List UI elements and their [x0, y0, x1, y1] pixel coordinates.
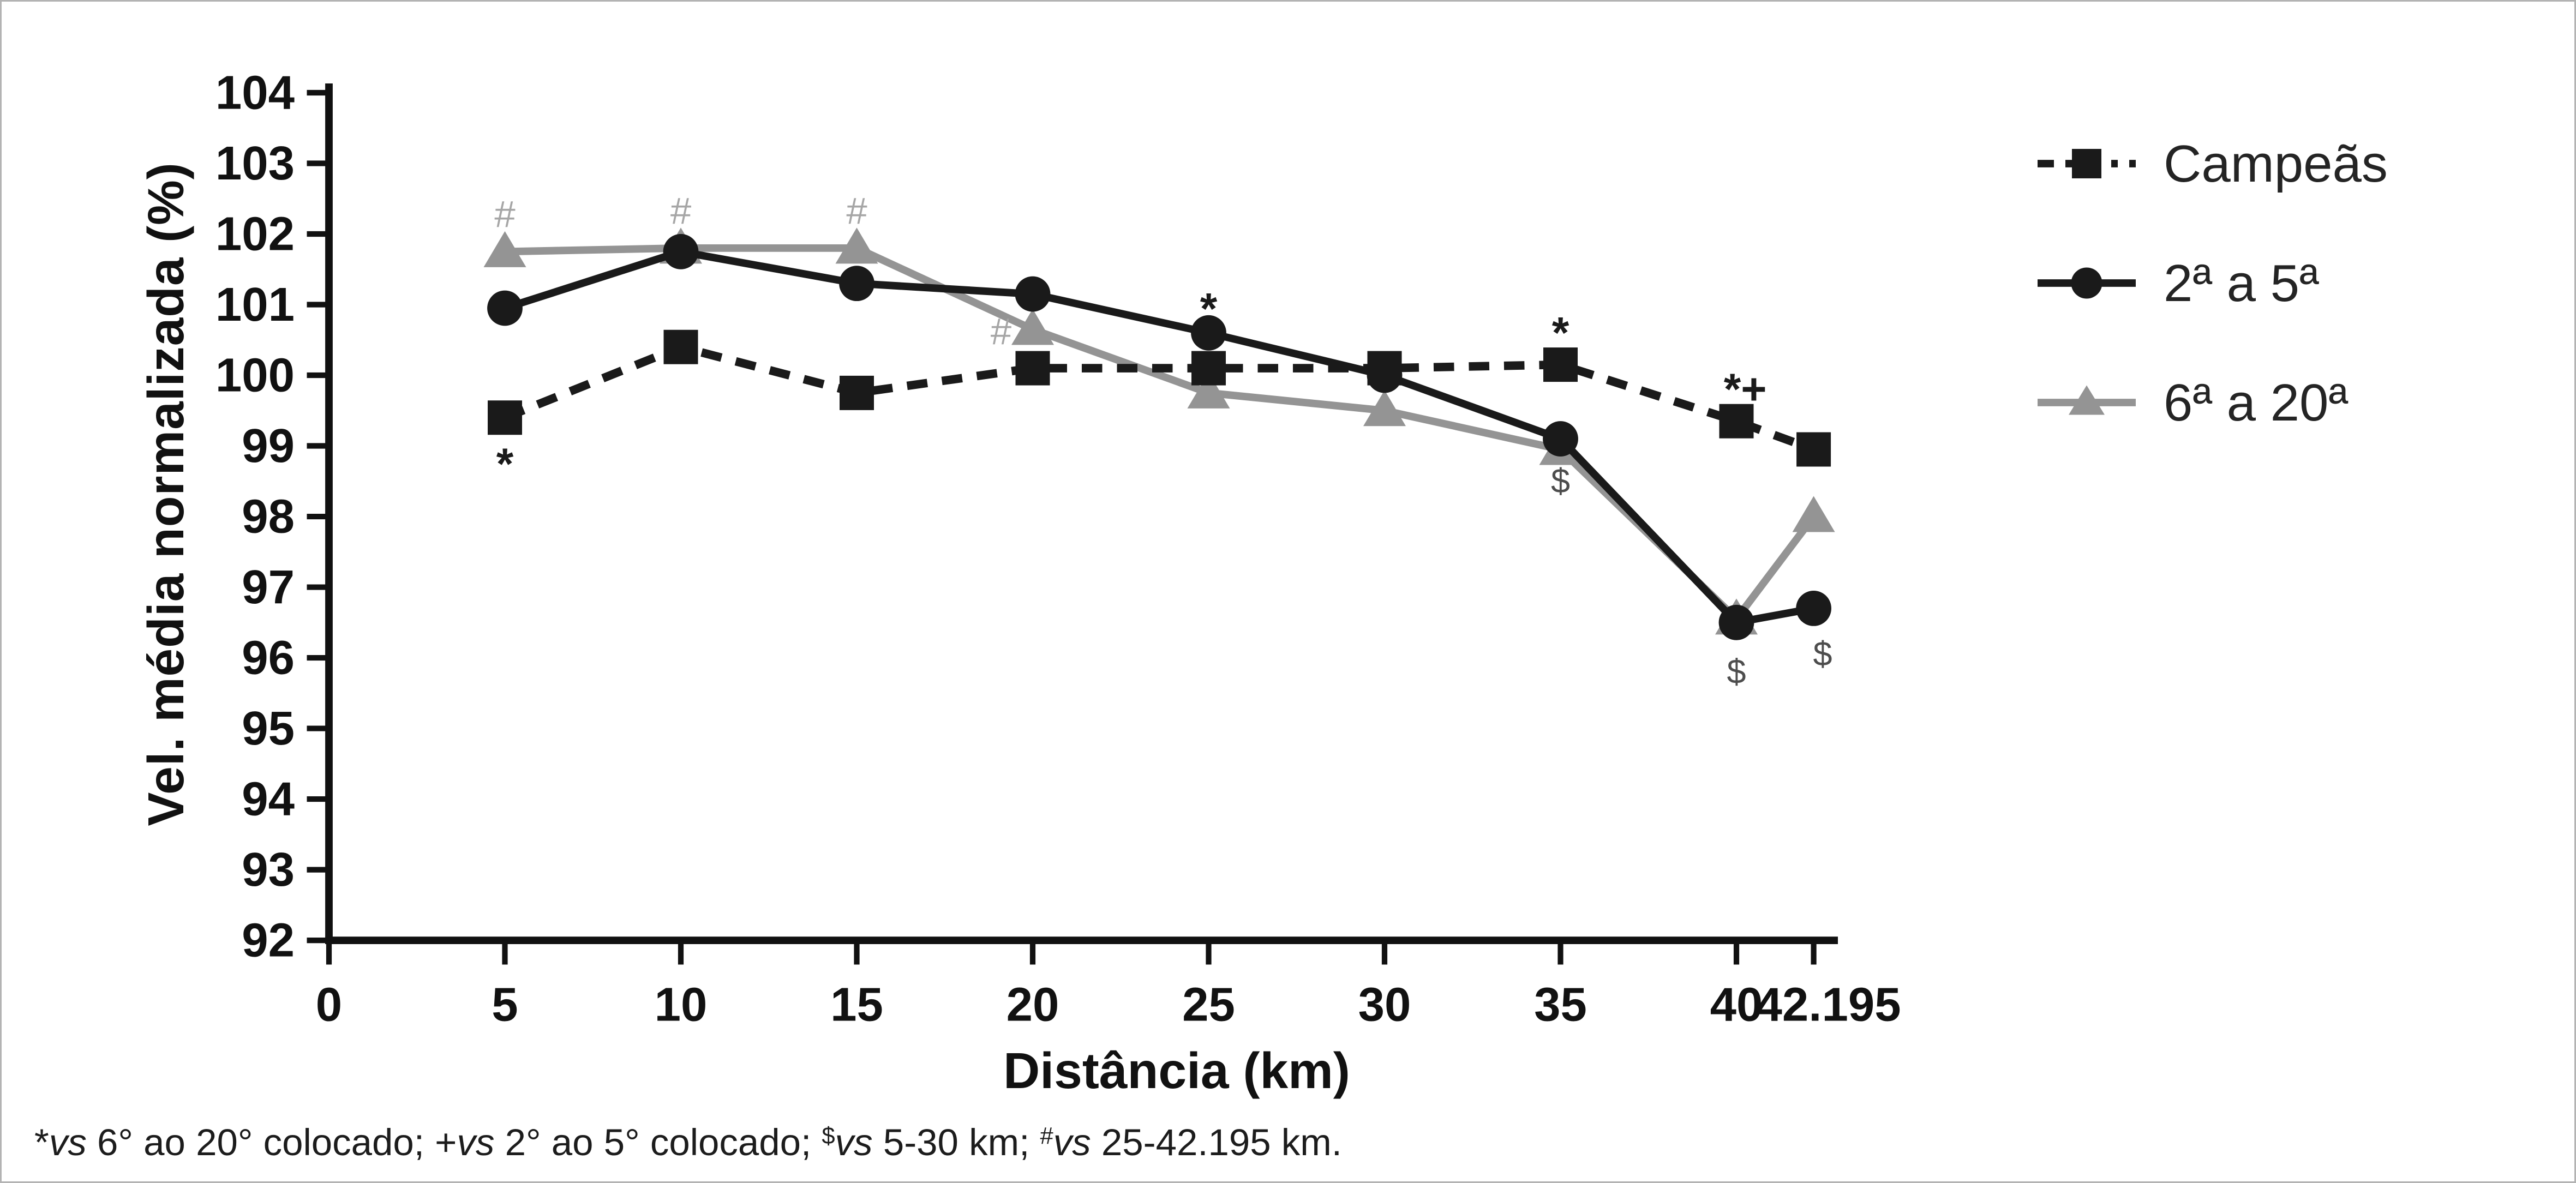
svg-text:93: 93	[242, 843, 295, 896]
svg-text:25: 25	[1182, 978, 1235, 1031]
svg-text:*: *	[1200, 284, 1218, 333]
svg-text:95: 95	[242, 702, 295, 755]
footnote: *vs 6° ao 20° colocado; +vs 2° ao 5° col…	[34, 1121, 1342, 1163]
legend-item-6a-20a: 6ª a 20ª	[2036, 370, 2388, 435]
legend-item-campeas: Campeãs	[2036, 131, 2388, 196]
svg-text:$: $	[1813, 635, 1832, 674]
svg-text:$: $	[1727, 653, 1746, 691]
legend-swatch-circle-icon	[2038, 267, 2136, 299]
svg-text:103: 103	[215, 137, 295, 190]
svg-text:104: 104	[215, 66, 295, 119]
svg-text:10: 10	[655, 978, 708, 1031]
svg-text:5: 5	[492, 978, 518, 1031]
svg-text:94: 94	[242, 773, 295, 826]
legend-swatch-triangle-icon	[2038, 385, 2136, 415]
svg-text:#: #	[494, 193, 516, 235]
svg-text:$: $	[1551, 462, 1570, 500]
legend-label-6a-20a: 6ª a 20ª	[2164, 372, 2348, 431]
svg-text:*: *	[496, 440, 514, 489]
legend-swatch-square-icon	[2038, 149, 2136, 178]
svg-text:92: 92	[242, 914, 295, 967]
legend-item-2a-5a: 2ª a 5ª	[2036, 250, 2388, 316]
svg-text:*: *	[1552, 308, 1569, 357]
svg-text:96: 96	[242, 632, 295, 684]
svg-text:98: 98	[242, 490, 295, 543]
svg-text:#: #	[670, 190, 692, 232]
svg-text:#: #	[846, 190, 867, 232]
legend-label-2a-5a: 2ª a 5ª	[2164, 253, 2319, 312]
svg-text:*+: *+	[1724, 365, 1767, 414]
svg-text:0: 0	[316, 978, 342, 1031]
svg-text:#: #	[991, 310, 1012, 352]
legend: Campeãs 2ª a 5ª 6ª a 20ª	[2036, 131, 2388, 435]
svg-text:100: 100	[215, 349, 295, 402]
svg-text:101: 101	[215, 278, 295, 331]
svg-text:99: 99	[242, 419, 295, 472]
svg-text:97: 97	[242, 561, 295, 614]
svg-text:35: 35	[1534, 978, 1587, 1031]
svg-text:20: 20	[1007, 978, 1059, 1031]
legend-label-campeas: Campeãs	[2164, 133, 2388, 193]
svg-text:42.195: 42.195	[1756, 978, 1901, 1031]
x-axis-title: Distância (km)	[1003, 1042, 1350, 1100]
svg-text:30: 30	[1358, 978, 1411, 1031]
svg-text:102: 102	[215, 208, 295, 261]
y-axis-title: Vel. média normalizada (%)	[137, 162, 195, 826]
svg-text:40: 40	[1710, 978, 1763, 1031]
svg-text:15: 15	[830, 978, 883, 1031]
